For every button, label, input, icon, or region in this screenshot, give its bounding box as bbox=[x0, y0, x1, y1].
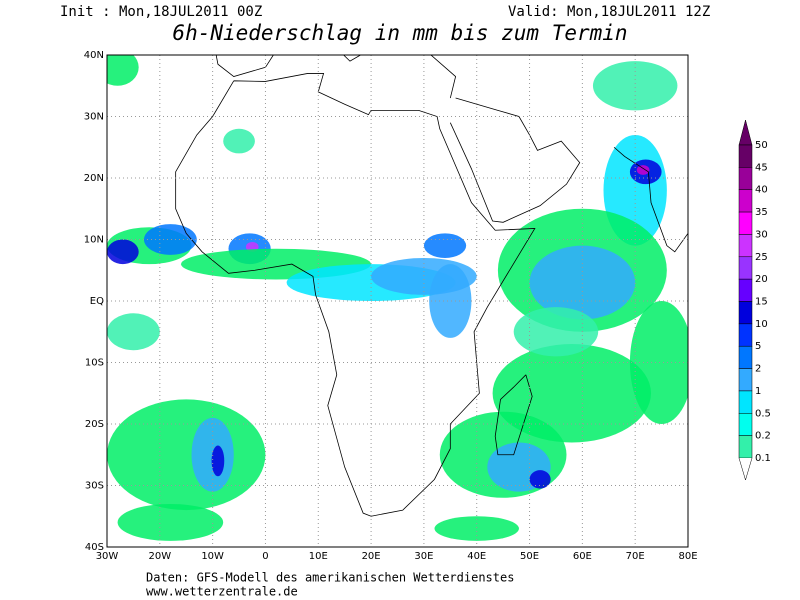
precip-area bbox=[143, 224, 197, 255]
lat-label: 20N bbox=[84, 173, 104, 184]
lat-label: EQ bbox=[90, 296, 104, 307]
precip-area bbox=[636, 165, 650, 175]
lon-label: 50E bbox=[520, 551, 539, 562]
colorbar-label: 35 bbox=[755, 207, 768, 218]
coastline bbox=[449, 97, 581, 223]
colorbar-label: 20 bbox=[755, 274, 768, 285]
lon-label: 60E bbox=[573, 551, 592, 562]
precip-area bbox=[434, 516, 519, 541]
precip-area bbox=[423, 233, 467, 258]
precip-area bbox=[107, 399, 266, 511]
precip-area bbox=[117, 503, 224, 541]
colorbar-label: 1 bbox=[755, 386, 761, 397]
colorbar-segment bbox=[738, 189, 753, 213]
init-time: Init : Mon,18JUL2011 00Z bbox=[60, 4, 262, 20]
precip-area bbox=[513, 307, 599, 357]
precip-area bbox=[429, 264, 472, 338]
colorbar-label: 10 bbox=[755, 319, 768, 330]
lat-label: 40N bbox=[84, 50, 104, 61]
lon-label: 30E bbox=[414, 551, 433, 562]
valid-time: Valid: Mon,18JUL2011 12Z bbox=[508, 4, 710, 20]
lon-label: 30W bbox=[96, 551, 119, 562]
colorbar-label: 15 bbox=[755, 297, 768, 308]
map-content bbox=[107, 55, 688, 541]
lat-label: 30N bbox=[84, 112, 104, 123]
lon-label: 10E bbox=[309, 551, 328, 562]
map-frame bbox=[106, 54, 689, 548]
colorbar-segment bbox=[738, 278, 753, 302]
colorbar-segment bbox=[738, 167, 753, 190]
lon-label: 20W bbox=[149, 551, 172, 562]
colorbar-segment bbox=[738, 435, 753, 459]
colorbar-label: 30 bbox=[755, 229, 768, 240]
coastline bbox=[343, 55, 457, 99]
lon-label: 10W bbox=[201, 551, 224, 562]
colorbar-segment bbox=[738, 144, 753, 168]
colorbar-segment bbox=[738, 390, 753, 414]
lon-label: 20E bbox=[362, 551, 381, 562]
map: 30W 20W 10W 0 10E 20E 30E 40E 50E 60E 70E 80E 40N 30N… bbox=[84, 50, 698, 562]
precip-area bbox=[629, 301, 688, 424]
colorbar-label: 0.1 bbox=[755, 453, 771, 464]
colorbar-segment bbox=[738, 368, 753, 392]
precip-area bbox=[107, 313, 160, 351]
colorbar-segment bbox=[738, 301, 753, 325]
precip-area bbox=[529, 470, 551, 489]
colorbar-segment bbox=[738, 211, 753, 235]
colorbar-label: 5 bbox=[755, 341, 761, 352]
map-title: 6h-Niederschlag in mm bis zum Termin bbox=[172, 21, 627, 45]
lat-label: 30S bbox=[85, 481, 104, 492]
colorbar-segment bbox=[738, 256, 753, 280]
lon-label: 0 bbox=[262, 551, 268, 562]
coastline bbox=[494, 374, 533, 456]
precip-area bbox=[107, 55, 139, 86]
colorbar-bottom bbox=[738, 457, 753, 481]
colorbar: 50 45 40 35 30 25 20 15 10 5 2 1 0.5 0.2 0.1 bbox=[738, 119, 771, 481]
colorbar-label: 2 bbox=[755, 364, 761, 375]
colorbar-segment bbox=[738, 323, 753, 347]
lat-label: 40S bbox=[85, 542, 104, 553]
lat-label: 10N bbox=[84, 235, 104, 246]
colorbar-label: 45 bbox=[755, 162, 768, 173]
precip-area bbox=[592, 61, 678, 111]
coastline bbox=[613, 146, 688, 253]
colorbar-segment bbox=[738, 234, 753, 258]
lat-label: 10S bbox=[85, 358, 104, 369]
lat-label: 20S bbox=[85, 419, 104, 430]
colorbar-label: 25 bbox=[755, 252, 768, 263]
data-source: Daten: GFS-Modell des amerikanischen Wet… bbox=[146, 571, 514, 585]
precip-area bbox=[107, 239, 139, 265]
colorbar-label: 50 bbox=[755, 140, 768, 151]
colorbar-top bbox=[738, 119, 753, 146]
coastline bbox=[175, 73, 536, 517]
website: www.wetterzentrale.de bbox=[146, 585, 298, 599]
lon-label: 70E bbox=[626, 551, 645, 562]
lon-label: 80E bbox=[678, 551, 697, 562]
lon-label: 40E bbox=[467, 551, 486, 562]
colorbar-label: 0.2 bbox=[755, 431, 771, 442]
colorbar-segment bbox=[738, 413, 753, 436]
colorbar-label: 0.5 bbox=[755, 408, 771, 419]
precip-area bbox=[211, 445, 225, 477]
colorbar-label: 40 bbox=[755, 185, 768, 196]
coastline bbox=[215, 55, 274, 77]
colorbar-segment bbox=[738, 345, 753, 369]
precip-area bbox=[223, 128, 255, 154]
